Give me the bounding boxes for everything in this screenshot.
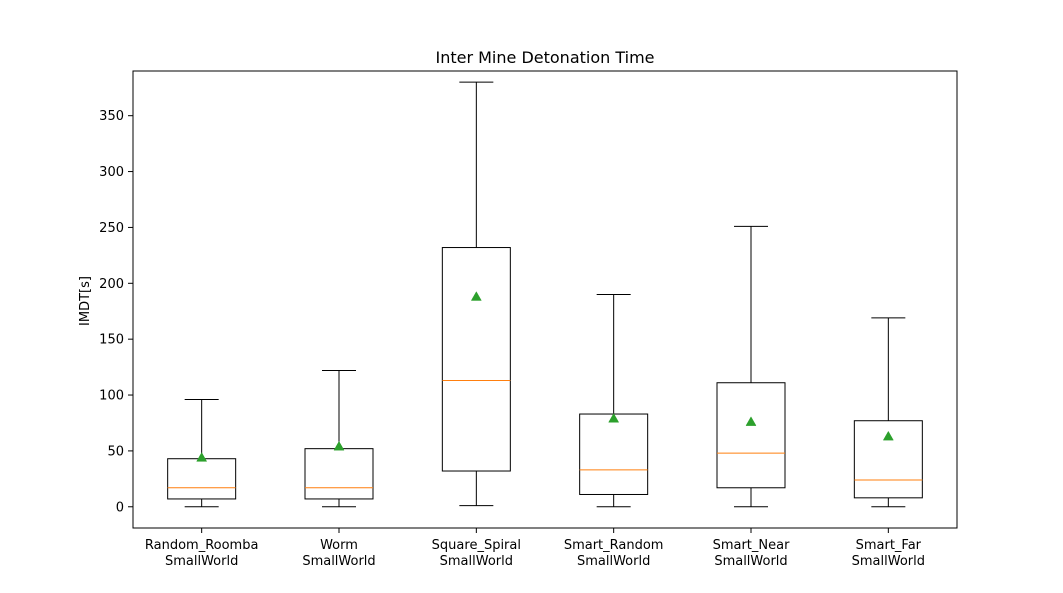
x-tick-label: SmallWorld [577, 554, 650, 569]
x-tick-label: SmallWorld [302, 554, 375, 569]
x-tick-label: Smart_Far [856, 538, 922, 553]
x-tick-label: Square_Spiral [432, 538, 521, 553]
y-axis-label: IMDT[s] [78, 276, 93, 326]
y-tick-label: 150 [99, 333, 124, 348]
box-iqr [716, 382, 786, 489]
y-tick-label: 300 [99, 165, 124, 180]
box-iqr [853, 420, 923, 499]
x-tick-label: SmallWorld [440, 554, 513, 569]
mean-marker [608, 412, 620, 423]
x-tick-label: SmallWorld [852, 554, 925, 569]
plot-marks: 050100150200250300350Random_RoombaSmallW… [99, 81, 925, 569]
x-tick-label: Worm [320, 538, 358, 553]
y-tick-label: 250 [99, 221, 124, 236]
mean-marker [333, 440, 345, 451]
y-tick-label: 200 [99, 277, 124, 292]
y-tick-label: 350 [99, 109, 124, 124]
chart-title: Inter Mine Detonation Time [435, 48, 654, 67]
plot-area-frame [132, 70, 958, 529]
x-tick-label: SmallWorld [714, 554, 787, 569]
mean-marker [882, 430, 894, 441]
mean-marker [196, 452, 208, 462]
y-tick-label: 50 [107, 444, 124, 459]
x-tick-label: Smart_Random [564, 538, 664, 553]
x-tick-label: SmallWorld [165, 554, 238, 569]
x-tick-label: Random_Roomba [145, 538, 259, 553]
x-tick-label: Smart_Near [713, 538, 791, 553]
mean-marker [745, 416, 757, 426]
mean-marker [470, 291, 482, 301]
box-iqr [441, 247, 511, 472]
y-tick-label: 100 [99, 389, 124, 404]
y-tick-label: 0 [116, 500, 124, 515]
